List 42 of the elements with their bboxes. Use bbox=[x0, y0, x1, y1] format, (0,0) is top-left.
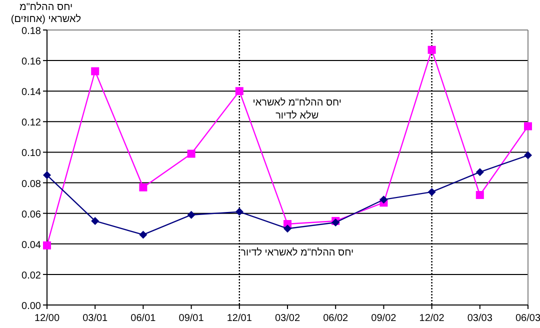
y-tick-label: 0.00 bbox=[22, 301, 42, 312]
y-tick-label: 0.12 bbox=[22, 118, 42, 129]
point bbox=[43, 241, 51, 250]
point bbox=[284, 224, 292, 233]
point bbox=[187, 150, 196, 158]
y-tick-label: 0.10 bbox=[22, 148, 42, 160]
y-tick-label: 0.02 bbox=[22, 270, 42, 282]
x-tick-label: 06/02 bbox=[323, 313, 349, 324]
x-tick-label: 03/01 bbox=[82, 313, 108, 324]
point bbox=[476, 168, 484, 176]
point bbox=[91, 216, 100, 225]
x-tick-label: 03/03 bbox=[467, 313, 493, 324]
x-tick-label: 09/02 bbox=[371, 313, 397, 324]
y-tick-label: 0.16 bbox=[22, 56, 42, 68]
text: יחס ההלח"מ לאשראי לדיור bbox=[240, 246, 354, 258]
y-tick-label: 0.08 bbox=[22, 178, 42, 190]
x-tick-label: 12/00 bbox=[34, 313, 60, 324]
x-tick-label: 03/02 bbox=[274, 313, 300, 324]
point bbox=[139, 183, 148, 192]
series-label: יחס ההלח"מ לאשראי שלא לדיור bbox=[252, 96, 342, 122]
y-tick-label: 0.06 bbox=[22, 209, 42, 220]
y-tick-label: 0.14 bbox=[22, 87, 42, 98]
point bbox=[235, 87, 244, 96]
point bbox=[428, 188, 436, 196]
point bbox=[235, 208, 244, 216]
point bbox=[91, 67, 100, 76]
point bbox=[187, 210, 196, 219]
x-tick-label: 12/02 bbox=[419, 313, 445, 324]
point bbox=[380, 196, 388, 204]
x-tick-label: 06/01 bbox=[130, 313, 156, 324]
x-tick-label: 06/03 bbox=[515, 313, 540, 324]
point bbox=[428, 46, 436, 54]
x-tick-label: 12/01 bbox=[226, 313, 252, 324]
point bbox=[139, 230, 148, 239]
point bbox=[43, 171, 51, 180]
point bbox=[524, 151, 532, 160]
point bbox=[476, 191, 484, 199]
y-axis-title: יחס ההלח"מ לאשראי (אחוזים) bbox=[10, 1, 82, 25]
y-tick-label: 0.04 bbox=[22, 240, 42, 251]
y-tick-label: 0.18 bbox=[22, 26, 42, 37]
point bbox=[524, 122, 532, 130]
x-tick-label: 09/01 bbox=[178, 313, 204, 324]
